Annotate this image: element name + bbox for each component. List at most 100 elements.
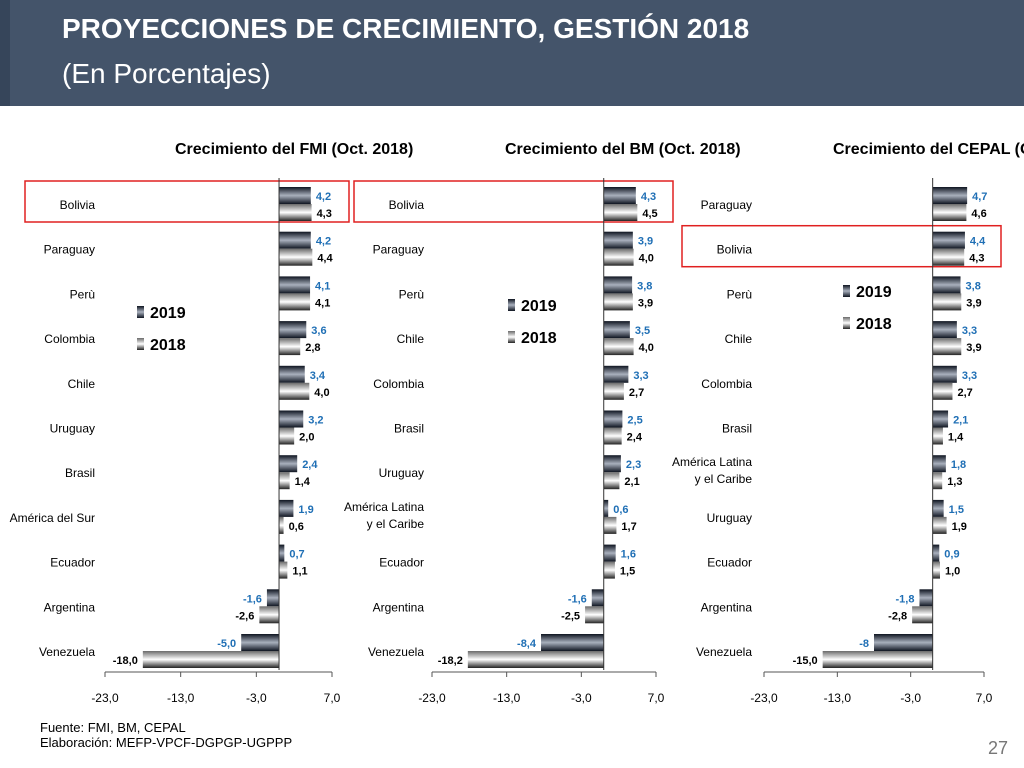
highlight-box [24, 180, 350, 223]
category-label: Venezuela [368, 645, 424, 659]
category-label: Colombia [373, 377, 424, 391]
legend-swatch-2018 [508, 331, 515, 343]
bar-2019 [279, 276, 311, 294]
category-label: Perù [70, 287, 95, 301]
bar-2018 [585, 606, 604, 624]
data-label-2019: 3,4 [310, 370, 326, 382]
category-label: Argentina [373, 600, 425, 614]
data-label-2019: 3,2 [308, 415, 323, 427]
bar-2019 [279, 231, 311, 249]
data-label-2018: 1,4 [295, 476, 311, 488]
data-label-2018: 1,4 [948, 432, 964, 444]
data-label-2019: -1,6 [568, 593, 587, 605]
x-tick-label: -13,0 [493, 691, 521, 705]
data-label-2019: 4,2 [316, 236, 331, 248]
category-label: Ecuador [379, 556, 424, 570]
data-label-2018: 4,5 [642, 208, 657, 220]
data-label-2018: 2,7 [629, 387, 644, 399]
bar-2019 [932, 231, 965, 249]
data-label-2019: 1,8 [951, 459, 966, 471]
data-label-2019: 4,4 [970, 236, 986, 248]
bar-2019 [932, 365, 957, 383]
bar-2019 [279, 187, 311, 204]
legend-label-2018: 2018 [856, 316, 892, 333]
bar-2018 [142, 651, 280, 668]
data-label-2018: -2,6 [235, 610, 254, 622]
data-label-2018: -2,5 [561, 610, 580, 622]
x-tick-label: -3,0 [900, 691, 921, 705]
data-label-2019: 4,7 [972, 191, 987, 203]
data-label-2019: 2,3 [626, 459, 641, 471]
data-label-2018: 4,1 [315, 297, 330, 309]
data-label-2019: 3,8 [966, 280, 981, 292]
bar-2018 [279, 338, 301, 356]
data-label-2019: 1,5 [949, 504, 964, 516]
x-tick-label: -23,0 [750, 691, 778, 705]
bar-2019 [279, 321, 307, 339]
data-label-2018: 1,7 [621, 521, 636, 533]
data-label-2018: 1,5 [620, 566, 635, 578]
x-tick-label: -23,0 [91, 691, 119, 705]
data-label-2018: 2,0 [299, 432, 314, 444]
data-label-2019: -5,0 [217, 638, 236, 650]
x-tick-label: -3,0 [571, 691, 592, 705]
bar-2018 [932, 293, 962, 311]
x-tick-label: -13,0 [167, 691, 195, 705]
data-label-2018: -2,8 [888, 610, 907, 622]
data-label-2019: -8 [859, 638, 869, 650]
x-tick-label: 7,0 [648, 691, 665, 705]
bar-2018 [932, 338, 962, 356]
data-label-2018: 1,0 [945, 566, 960, 578]
bar-2019 [541, 634, 604, 651]
legend-swatch-2019 [843, 285, 850, 297]
data-label-2018: 4,3 [317, 208, 332, 220]
bar-2019 [603, 276, 633, 294]
charts-area: Crecimiento del FMI (Oct. 2018) Bolivia 4,… [0, 106, 1024, 726]
bar-2019 [603, 455, 621, 473]
data-label-2019: 3,6 [311, 325, 326, 337]
bar-2018 [603, 561, 615, 579]
legend-swatch-2018 [843, 317, 850, 329]
header-bar: PROYECCIONES DE CRECIMIENTO, GESTIÓN 201… [0, 0, 1024, 106]
data-label-2018: 2,1 [624, 476, 639, 488]
bar-2018 [279, 427, 295, 445]
data-label-2019: 2,4 [302, 459, 318, 471]
data-label-2019: 0,7 [289, 549, 304, 561]
data-label-2018: -15,0 [793, 655, 818, 667]
bar-2018 [279, 516, 284, 534]
highlight-box [681, 224, 1002, 268]
chart-title: Crecimiento del BM (Oct. 2018) [505, 141, 741, 158]
header-accent [0, 0, 10, 106]
data-label-2019: 4,3 [641, 191, 656, 203]
data-label-2019: 2,5 [627, 415, 642, 427]
bar-2019 [603, 187, 636, 204]
bar-2019 [932, 410, 949, 428]
bar-2019 [932, 544, 940, 562]
data-label-2018: 3,9 [966, 342, 981, 354]
bar-2019 [874, 634, 933, 651]
bar-2018 [603, 204, 638, 221]
category-label: Chile [397, 332, 425, 346]
data-label-2018: 3,9 [966, 297, 981, 309]
prepared-by-note: Elaboración: MEFP-VPCF-DGPGP-UGPPP [40, 735, 293, 750]
bar-2018 [603, 382, 624, 400]
category-label: Ecuador [50, 556, 95, 570]
category-label: América del Sur [10, 511, 95, 525]
category-label: Argentina [701, 600, 753, 614]
category-label: América Latina y el Caribe [672, 455, 752, 486]
bar-2018 [932, 248, 965, 266]
page-title: PROYECCIONES DE CRECIMIENTO, GESTIÓN 201… [62, 13, 750, 44]
category-label: Uruguay [50, 422, 95, 436]
data-label-2018: 2,8 [305, 342, 320, 354]
data-label-2018: 2,4 [627, 432, 643, 444]
bar-2018 [467, 651, 604, 668]
x-tick-label: 7,0 [976, 691, 993, 705]
bar-2019 [603, 231, 633, 249]
bar-2018 [603, 427, 622, 445]
bar-2018 [279, 382, 310, 400]
bar-2018 [279, 293, 311, 311]
data-label-2019: 3,3 [633, 370, 648, 382]
category-label: Perù [399, 287, 424, 301]
category-label: Brasil [394, 422, 424, 436]
data-label-2018: 3,9 [638, 297, 653, 309]
